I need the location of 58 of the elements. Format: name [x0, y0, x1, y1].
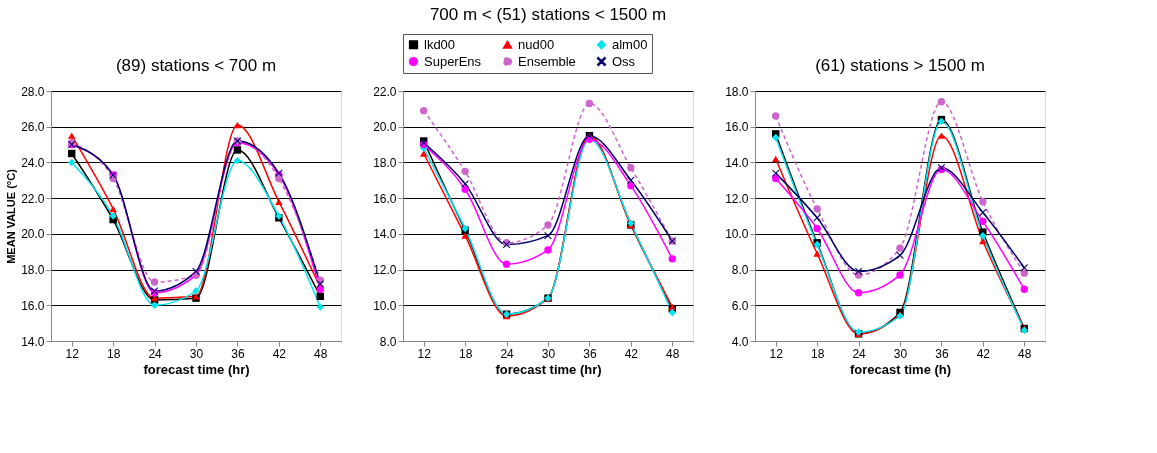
legend-label: alm00: [612, 36, 648, 52]
y-tick-label: 10.0: [725, 227, 749, 242]
legend-label: Ensemble: [518, 53, 576, 69]
x-tick-label: 36: [583, 346, 597, 361]
y-tick-label: 8.0: [731, 263, 749, 278]
chart-title: (61) stations > 1500 m: [815, 56, 985, 75]
x-tick-label: 30: [541, 346, 556, 361]
y-tick-label: 4.0: [731, 334, 749, 349]
chart-title: (89) stations < 700 m: [115, 56, 277, 75]
y-tick-label: 20.0: [21, 227, 45, 242]
y-tick-label: 14.0: [21, 334, 45, 349]
y-tick-label: 16.0: [373, 191, 397, 206]
y-tick-label: 18.0: [21, 263, 45, 278]
y-tick-label: 6.0: [731, 298, 749, 313]
y-tick-label: 22.0: [21, 191, 45, 206]
y-tick-label: 10.0: [373, 298, 397, 313]
y-tick-label: 16.0: [725, 120, 749, 135]
y-tick-label: 12.0: [725, 191, 749, 206]
x-tick-label: 42: [272, 346, 287, 361]
y-axis-title: MEAN VALUE (°C): [5, 168, 18, 264]
x-axis-title: forecast time (hr): [143, 361, 250, 377]
y-tick-label: 28.0: [21, 84, 45, 99]
x-tick-label: 12: [769, 346, 784, 361]
x-tick-label: 30: [893, 346, 908, 361]
x-tick-label: 48: [1018, 346, 1032, 361]
y-tick-label: 18.0: [373, 155, 397, 170]
x-axis-title: forecast time (hr): [495, 361, 602, 377]
y-tick-label: 22.0: [373, 84, 397, 99]
legend-label: nud00: [518, 36, 555, 52]
legend-label: lkd00: [424, 36, 456, 52]
x-tick-label: 24: [852, 346, 867, 361]
y-tick-label: 12.0: [373, 263, 397, 278]
x-tick-label: 48: [314, 346, 328, 361]
y-tick-label: 24.0: [21, 155, 45, 170]
x-tick-label: 12: [417, 346, 432, 361]
y-tick-label: 20.0: [373, 120, 397, 135]
y-tick-label: 14.0: [725, 155, 749, 170]
x-tick-label: 18: [458, 346, 473, 361]
x-tick-label: 48: [666, 346, 680, 361]
y-tick-label: 8.0: [379, 334, 397, 349]
legend-label: SuperEns: [424, 53, 482, 69]
x-tick-label: 42: [976, 346, 991, 361]
x-tick-label: 18: [106, 346, 121, 361]
x-tick-label: 24: [148, 346, 163, 361]
x-tick-label: 24: [500, 346, 515, 361]
x-axis-title: forecast time (h): [849, 361, 952, 377]
y-tick-label: 14.0: [373, 227, 397, 242]
x-tick-label: 42: [624, 346, 639, 361]
x-tick-label: 18: [810, 346, 825, 361]
chart-title: 700 m < (51) stations < 1500 m: [429, 4, 667, 24]
legend-label: Oss: [612, 53, 636, 69]
x-tick-label: 12: [65, 346, 80, 361]
y-tick-label: 26.0: [21, 120, 45, 135]
x-tick-label: 36: [935, 346, 949, 361]
y-tick-label: 18.0: [725, 84, 749, 99]
y-tick-label: 16.0: [21, 298, 45, 313]
x-tick-label: 30: [189, 346, 204, 361]
x-tick-label: 36: [231, 346, 245, 361]
